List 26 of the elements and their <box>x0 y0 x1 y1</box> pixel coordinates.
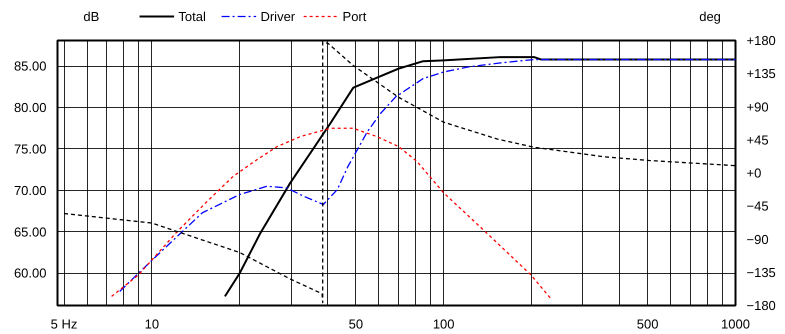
y-tick-label: 80.00 <box>14 100 47 116</box>
legend-label: Total <box>178 9 206 24</box>
x-tick-label: 50 <box>348 316 364 332</box>
y2-tick-label: −90 <box>746 232 769 247</box>
y-tick-label: 60.00 <box>14 266 47 281</box>
x-tick-label: 500 <box>636 316 659 332</box>
y-axis-title: dB <box>83 9 100 24</box>
y-tick-label: 75.00 <box>14 141 47 156</box>
legend-label: Driver <box>260 9 296 24</box>
x-tick-label: 1000 <box>721 316 750 332</box>
y2-tick-label: +180 <box>746 33 776 48</box>
y2-tick-label: −45 <box>746 198 769 214</box>
y-tick-label: 65.00 <box>14 224 47 240</box>
y2-tick-label: −135 <box>746 264 776 280</box>
y-tick-label: 85.00 <box>14 58 47 74</box>
y2-tick-label: −180 <box>746 298 776 313</box>
x-tick-label: 5 Hz <box>50 316 78 332</box>
y-tick-label: 70.00 <box>14 182 47 198</box>
y2-tick-label: +90 <box>746 99 769 114</box>
x-tick-label: 10 <box>144 316 160 332</box>
y2-tick-label: +0 <box>746 166 762 180</box>
y2-axis-title: deg <box>699 9 721 24</box>
x-tick-label: 100 <box>432 316 455 332</box>
y2-tick-label: +45 <box>746 132 769 148</box>
y2-tick-label: +135 <box>746 66 776 82</box>
legend-label: Port <box>342 9 367 24</box>
